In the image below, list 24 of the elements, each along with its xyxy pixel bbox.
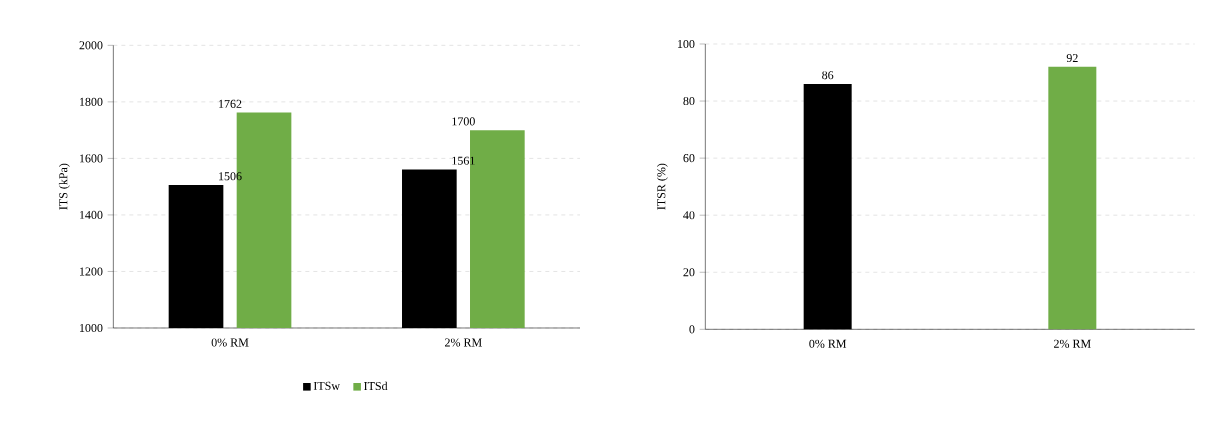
y-tick-label: 0 xyxy=(689,325,695,334)
y-tick-label: 1800 xyxy=(79,97,103,107)
y-tick-label: 80 xyxy=(683,97,695,106)
x-tick-label: 0% RM xyxy=(211,338,249,347)
y-tick-label: 40 xyxy=(683,211,695,220)
y-tick-label: 20 xyxy=(683,268,695,277)
x-tick-label: 0% RM xyxy=(809,339,847,349)
y-axis-title: ITSR (%) xyxy=(656,163,668,210)
y-tick-label: 60 xyxy=(683,154,695,163)
x-tick-label: 2% RM xyxy=(1054,339,1091,349)
data-label: 1700 xyxy=(452,117,475,126)
data-label: 1762 xyxy=(219,100,242,109)
y-tick-label: 1200 xyxy=(79,267,103,276)
y-axis-title: ITS (kPa) xyxy=(58,163,70,210)
data-label: 92 xyxy=(1066,54,1078,63)
legend-label: ITSd xyxy=(364,381,388,391)
x-tick-label: 2% RM xyxy=(445,338,482,347)
legend-label: ITSw xyxy=(313,382,340,391)
y-tick-label: 1400 xyxy=(79,211,103,220)
y-tick-label: 1600 xyxy=(79,154,103,163)
y-tick-label: 100 xyxy=(677,40,695,49)
data-label: 86 xyxy=(822,71,834,80)
y-tick-label: 1000 xyxy=(79,324,103,333)
y-tick-label: 2000 xyxy=(79,41,103,50)
